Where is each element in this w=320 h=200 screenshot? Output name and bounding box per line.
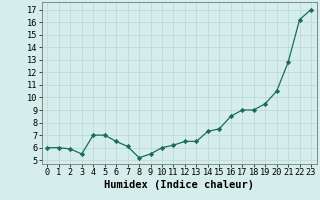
X-axis label: Humidex (Indice chaleur): Humidex (Indice chaleur) [104, 180, 254, 190]
